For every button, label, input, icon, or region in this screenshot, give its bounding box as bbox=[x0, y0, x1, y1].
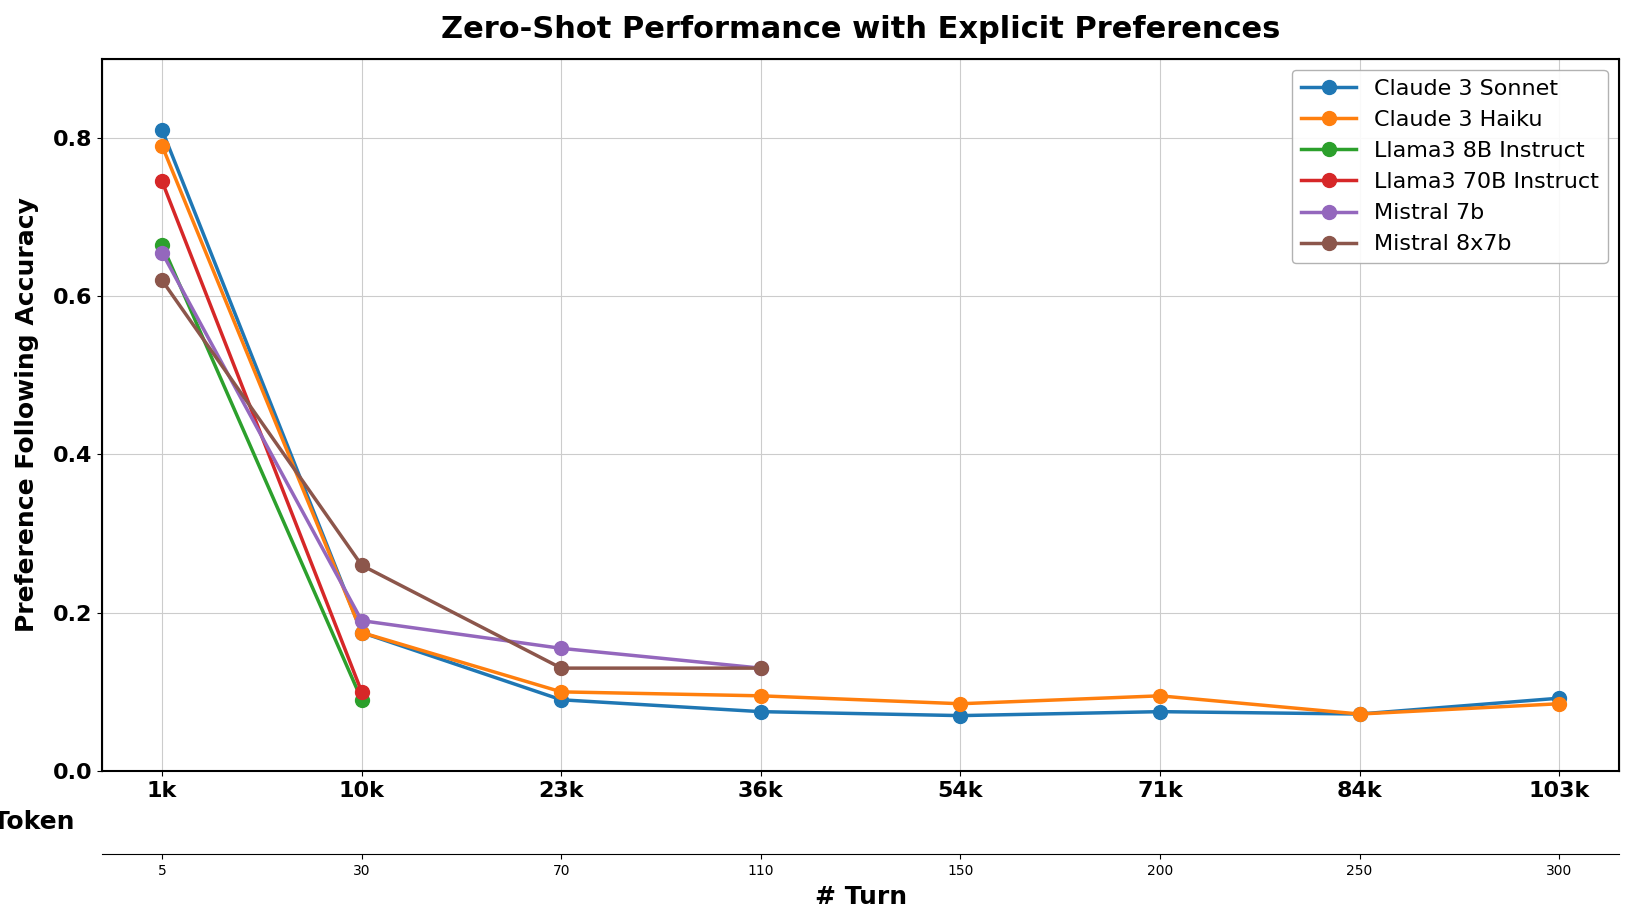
Claude 3 Haiku bbox=[951, 699, 971, 710]
Claude 3 Haiku bbox=[1350, 709, 1369, 720]
Claude 3 Sonnet bbox=[1350, 709, 1369, 720]
Claude 3 Sonnet bbox=[1549, 693, 1569, 704]
Claude 3 Haiku bbox=[551, 687, 570, 698]
Claude 3 Haiku bbox=[752, 690, 771, 701]
Line: Llama3 8B Instruct: Llama3 8B Instruct bbox=[155, 237, 369, 707]
Line: Claude 3 Sonnet: Claude 3 Sonnet bbox=[155, 123, 1565, 723]
Llama3 70B Instruct bbox=[351, 687, 371, 698]
Claude 3 Haiku bbox=[1549, 699, 1569, 710]
Claude 3 Sonnet bbox=[1150, 706, 1170, 717]
Llama3 70B Instruct bbox=[152, 176, 172, 187]
Line: Mistral 8x7b: Mistral 8x7b bbox=[155, 274, 768, 675]
Mistral 8x7b bbox=[551, 663, 570, 674]
Claude 3 Sonnet bbox=[351, 627, 371, 638]
Mistral 8x7b bbox=[351, 560, 371, 571]
Claude 3 Sonnet bbox=[951, 710, 971, 721]
Llama3 8B Instruct bbox=[152, 239, 172, 250]
Title: Zero-Shot Performance with Explicit Preferences: Zero-Shot Performance with Explicit Pref… bbox=[441, 15, 1281, 44]
Claude 3 Haiku bbox=[351, 627, 371, 638]
Llama3 8B Instruct bbox=[351, 694, 371, 705]
Line: Llama3 70B Instruct: Llama3 70B Instruct bbox=[155, 175, 369, 699]
Mistral 7b bbox=[551, 643, 570, 654]
Mistral 7b bbox=[351, 615, 371, 626]
Line: Claude 3 Haiku: Claude 3 Haiku bbox=[155, 139, 1565, 721]
Y-axis label: Preference Following Accuracy: Preference Following Accuracy bbox=[15, 198, 39, 632]
Claude 3 Sonnet bbox=[152, 125, 172, 136]
Claude 3 Sonnet bbox=[551, 694, 570, 705]
Mistral 7b bbox=[152, 247, 172, 258]
Mistral 8x7b bbox=[752, 663, 771, 674]
Claude 3 Haiku bbox=[152, 140, 172, 152]
X-axis label: # Turn: # Turn bbox=[815, 885, 907, 909]
Mistral 7b bbox=[752, 663, 771, 674]
Mistral 8x7b bbox=[152, 274, 172, 286]
Line: Mistral 7b: Mistral 7b bbox=[155, 246, 768, 675]
Claude 3 Haiku bbox=[1150, 690, 1170, 701]
X-axis label: # Token: # Token bbox=[0, 810, 75, 834]
Legend: Claude 3 Sonnet, Claude 3 Haiku, Llama3 8B Instruct, Llama3 70B Instruct, Mistra: Claude 3 Sonnet, Claude 3 Haiku, Llama3 … bbox=[1292, 70, 1608, 263]
Claude 3 Sonnet bbox=[752, 706, 771, 717]
